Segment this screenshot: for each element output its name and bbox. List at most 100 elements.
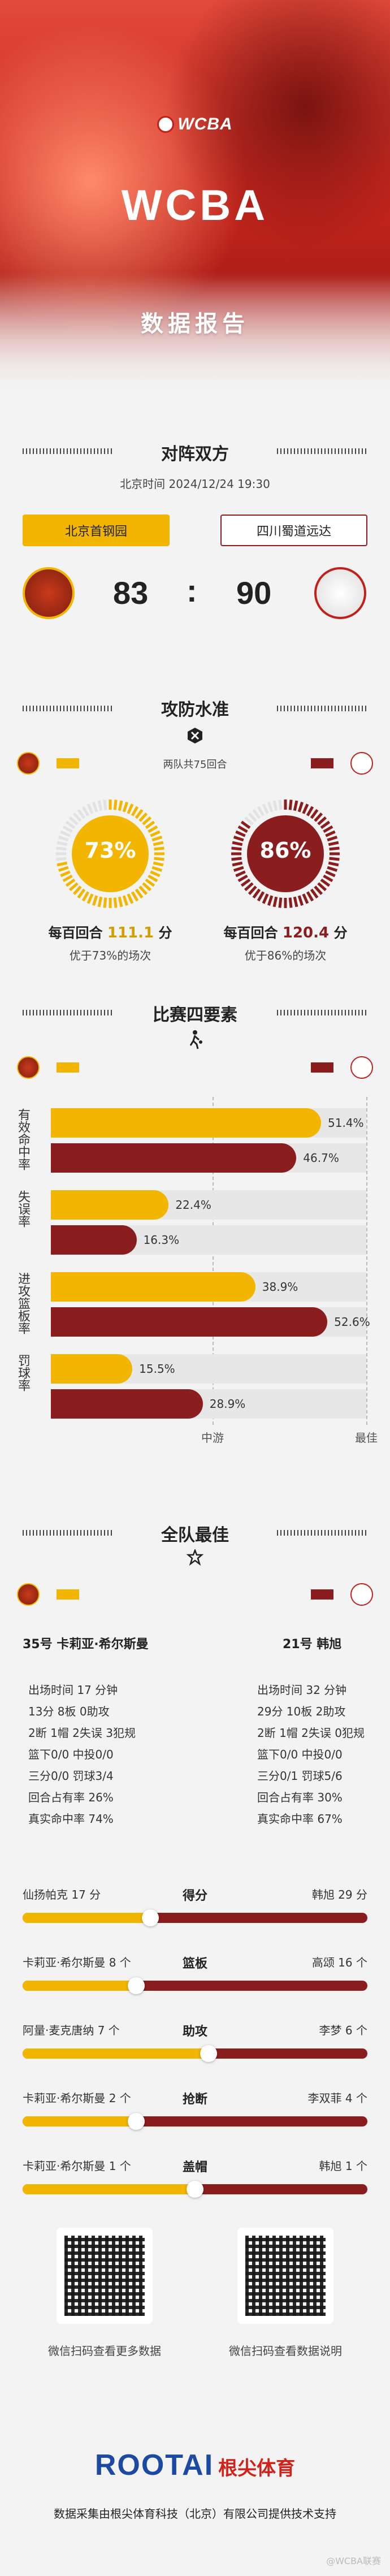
wcba-logo: WCBA xyxy=(144,107,246,141)
qr-code-data-notes[interactable] xyxy=(237,2228,333,2324)
ring-center xyxy=(72,815,149,892)
factor-value-team-b: 16.3% xyxy=(143,1233,180,1247)
ring-segment xyxy=(122,895,129,906)
ring-segment xyxy=(68,816,79,825)
section-divider xyxy=(277,706,367,711)
ring-segment xyxy=(62,874,73,883)
ring-segment xyxy=(77,809,86,819)
ring-segment xyxy=(148,874,158,883)
ring-segment xyxy=(320,878,331,887)
ring-segment xyxy=(302,893,309,904)
ring-segment xyxy=(252,888,261,899)
score-a: 83 xyxy=(113,575,149,611)
ring-segment xyxy=(231,857,242,861)
factor-label: 失误率 xyxy=(16,1190,30,1228)
ring-segment xyxy=(231,846,242,851)
section-divider xyxy=(23,1530,113,1536)
ring-segment xyxy=(148,825,158,833)
ring-segment xyxy=(329,857,340,861)
ring-segment xyxy=(237,825,248,833)
ring-segment xyxy=(113,799,118,810)
ring-segment xyxy=(72,885,82,896)
ring-segment xyxy=(58,835,69,842)
factor-bar-team-a xyxy=(51,1190,169,1220)
ring-segment xyxy=(320,820,331,829)
player-stat-line: 回合占有率 26% xyxy=(28,1791,114,1804)
ring-segment xyxy=(81,891,90,902)
scale-best-line xyxy=(366,1097,367,1425)
leader-fill-team-a xyxy=(23,1981,136,1991)
team-a-swatch xyxy=(57,1062,79,1073)
leader-team-b: 韩旭 29 分 xyxy=(311,1888,367,1901)
player-stat-line: 三分0/0 罚球3/4 xyxy=(28,1769,114,1783)
ring-segment xyxy=(252,809,261,819)
team-a-name: 北京首钢园 xyxy=(23,515,170,546)
ring-segment xyxy=(97,800,103,811)
watermark: @WCBA联赛 xyxy=(326,2556,381,2566)
section-divider xyxy=(23,1010,113,1015)
trophy-icon xyxy=(185,1548,205,1567)
ring-segment xyxy=(232,861,243,867)
score-b: 90 xyxy=(236,575,272,611)
section-divider xyxy=(23,706,113,711)
player-stat-line: 29分 10板 2助攻 xyxy=(257,1705,346,1718)
ring-segment xyxy=(248,885,257,896)
factor-value-team-a: 51.4% xyxy=(328,1116,364,1130)
team-b-percent-ring: 86% xyxy=(229,797,342,910)
ring-segment xyxy=(267,801,274,812)
qr-code-more-data[interactable] xyxy=(57,2228,153,2324)
team-a-percent: 73% xyxy=(84,838,136,863)
brand-cn-text: 根尖体育 xyxy=(218,2458,296,2479)
leader-team-b: 李双菲 4 个 xyxy=(307,2091,367,2105)
team-b-percent: 86% xyxy=(259,838,311,863)
ring-segment xyxy=(244,816,254,825)
ring-segment xyxy=(58,866,69,872)
factor-label: 进攻篮板率 xyxy=(16,1272,30,1334)
factor-bar-team-b xyxy=(51,1143,297,1173)
factor-value-team-a: 15.5% xyxy=(139,1362,175,1376)
factor-bar-team-a xyxy=(51,1272,255,1302)
ring-segment xyxy=(154,857,164,861)
ring-segment xyxy=(235,830,246,837)
factor-value-team-b: 52.6% xyxy=(334,1315,370,1329)
ring-segment xyxy=(314,812,323,822)
qr-pattern xyxy=(245,2236,326,2316)
ring-segment xyxy=(60,870,71,878)
player-dribble-icon xyxy=(185,1030,205,1049)
section-divider xyxy=(277,448,367,454)
rootai-logo: ROOTAI 根尖体育 xyxy=(0,2448,390,2482)
ring-segment xyxy=(81,806,90,816)
leader-team-a: 卡莉亚·希尔斯曼 2 个 xyxy=(23,2091,131,2105)
ring-segment xyxy=(97,896,103,907)
factor-label: 罚球率 xyxy=(16,1354,30,1391)
ring-segment xyxy=(310,809,319,819)
ring-segment xyxy=(131,806,139,816)
player-stat-line: 出场时间 17 分钟 xyxy=(28,1683,118,1697)
team-a-percent-ring: 73% xyxy=(54,797,167,910)
ring-segment xyxy=(92,895,98,906)
player-stat-line: 13分 8板 0助攻 xyxy=(28,1705,110,1718)
leader-team-a: 仙扬帕克 17 分 xyxy=(23,1888,101,1901)
ring-segment xyxy=(57,861,68,867)
scale-mid-label: 中游 xyxy=(201,1431,224,1445)
leader-track xyxy=(23,1913,367,1923)
ring-segment xyxy=(293,800,298,811)
leader-fill-team-a xyxy=(23,2184,195,2194)
ring-segment xyxy=(262,893,269,904)
ring-segment xyxy=(72,812,82,822)
factor-value-team-a: 22.4% xyxy=(175,1198,211,1212)
factor-bar-team-b xyxy=(51,1307,328,1337)
leader-team-b: 李梦 6 个 xyxy=(319,2024,367,2037)
ring-segment xyxy=(151,835,163,842)
ring-segment xyxy=(232,841,243,846)
ring-segment xyxy=(62,825,73,833)
factor-label: 有效命中率 xyxy=(16,1108,30,1170)
qr-right-caption: 微信扫码查看数据说明 xyxy=(229,2344,342,2358)
ring-segment xyxy=(328,841,339,846)
ring-segment xyxy=(142,816,152,825)
player-stat-line: 篮下0/0 中投0/0 xyxy=(28,1748,114,1761)
player-stat-line: 2断 1帽 2失误 0犯规 xyxy=(257,1726,365,1740)
factor-value-team-a: 38.9% xyxy=(262,1280,298,1294)
ring-segment xyxy=(278,799,283,810)
